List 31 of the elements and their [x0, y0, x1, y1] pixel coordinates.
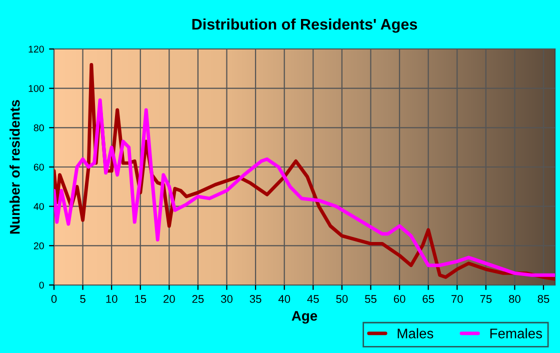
chart-title: Distribution of Residents' Ages — [192, 18, 418, 33]
x-tick-label: 10 — [106, 295, 118, 303]
x-tick-label: 80 — [508, 295, 520, 303]
y-tick-label: 100 — [28, 85, 44, 92]
x-tick-label: 15 — [135, 295, 146, 303]
x-tick-label: 30 — [221, 295, 233, 303]
x-tick-label: 65 — [422, 295, 434, 303]
y-tick-label: 80 — [34, 124, 44, 132]
x-tick-label: 55 — [364, 295, 376, 303]
x-tick-label: 40 — [278, 295, 290, 303]
x-tick-label: 45 — [307, 295, 319, 303]
x-tick-label: 50 — [336, 295, 348, 303]
x-tick-label: 0 — [51, 295, 57, 303]
legend-label: Females — [490, 328, 542, 338]
x-tick-label: 85 — [538, 295, 550, 303]
line-series — [54, 98, 555, 277]
y-tick-label: 120 — [28, 46, 44, 53]
y-tick-label: 0 — [39, 282, 44, 289]
x-tick-label: 60 — [394, 295, 406, 303]
y-axis-title: Number of residents — [10, 100, 20, 234]
x-tick-label: 25 — [192, 295, 204, 303]
y-tick-label: 40 — [34, 203, 44, 210]
x-tick-label: 70 — [451, 295, 463, 303]
legend-label: Males — [398, 328, 434, 338]
y-tick-label: 20 — [34, 242, 44, 250]
x-tick-label: 20 — [164, 295, 175, 303]
x-tick-label: 5 — [80, 295, 86, 303]
y-tick-label: 60 — [34, 164, 44, 171]
x-axis-title: Age — [292, 311, 318, 324]
x-tick-label: 75 — [480, 295, 492, 303]
x-tick-label: 35 — [250, 295, 262, 303]
